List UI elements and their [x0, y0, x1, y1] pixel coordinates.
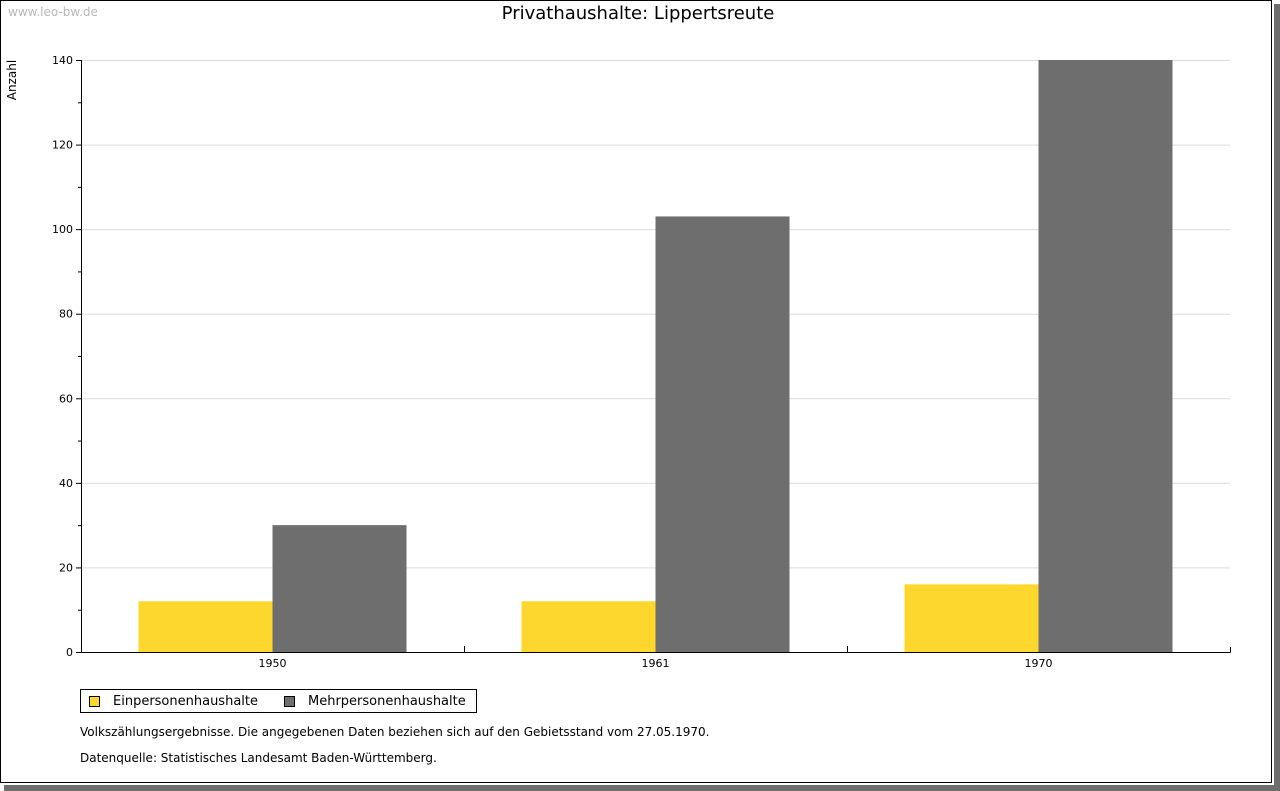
y-tick-label: 140: [52, 54, 73, 67]
x-tick-label: 1961: [642, 657, 670, 670]
y-tick-label: 0: [66, 646, 73, 659]
legend-item-mehrpersonen: Mehrpersonenhaushalte: [284, 694, 466, 709]
note-volkszaehlung: Volkszählungsergebnisse. Die angegebenen…: [80, 725, 710, 739]
bar-mehrpersonen-1961: [655, 216, 790, 652]
bar-mehrpersonen-1970: [1038, 60, 1173, 652]
legend-label-mehrpersonen: Mehrpersonenhaushalte: [308, 693, 466, 709]
note-datenquelle: Datenquelle: Statistisches Landesamt Bad…: [80, 751, 437, 765]
y-tick-label: 120: [52, 139, 73, 152]
y-tick-label: 60: [59, 392, 73, 405]
legend-swatch-mehrpersonen: [284, 695, 295, 707]
bar-einpersonen-1950: [138, 601, 273, 652]
x-tick-label: 1950: [259, 657, 287, 670]
x-tick-label: 1970: [1025, 657, 1053, 670]
frame-shadow-right: [1274, 4, 1280, 791]
legend: Einpersonenhaushalte Mehrpersonenhaushal…: [80, 689, 477, 713]
bar-mehrpersonen-1950: [272, 525, 407, 652]
y-tick-label: 100: [52, 223, 73, 236]
y-tick-label: 40: [59, 477, 73, 490]
y-tick-label: 80: [59, 308, 73, 321]
legend-item-einpersonen: Einpersonenhaushalte: [89, 694, 258, 709]
bar-einpersonen-1961: [521, 601, 656, 652]
watermark: www.leo-bw.de: [8, 5, 98, 19]
frame-shadow-bottom: [4, 785, 1280, 791]
y-tick-label: 20: [59, 561, 73, 574]
bar-einpersonen-1970: [904, 584, 1039, 652]
legend-swatch-einpersonen: [89, 695, 100, 707]
legend-label-einpersonen: Einpersonenhaushalte: [113, 693, 258, 709]
chart-title: Privathaushalte: Lippertsreute: [501, 3, 775, 24]
